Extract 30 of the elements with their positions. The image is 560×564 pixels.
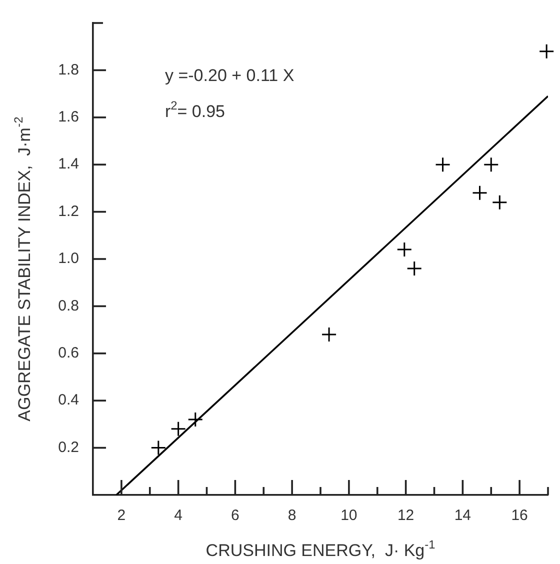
annotation: y =-0.20 + 0.11 X (165, 66, 294, 85)
point (492, 194, 508, 210)
x-tick-label: 10 (340, 507, 358, 524)
x-tick-label: 4 (174, 507, 182, 524)
point (321, 326, 337, 342)
point (170, 421, 186, 437)
x-tick-label: 8 (288, 507, 296, 524)
y-tick-label: 0.2 (58, 438, 79, 456)
y-tick-label: 0.6 (58, 344, 79, 362)
point (406, 260, 422, 276)
point (396, 242, 412, 258)
x-tick-label: 16 (511, 507, 528, 524)
y-tick-label: 1.8 (58, 61, 79, 78)
point (472, 185, 488, 201)
x-tick-label: 12 (397, 507, 414, 524)
x-tick-label: 2 (117, 507, 126, 524)
point (150, 440, 166, 456)
point (435, 156, 451, 172)
y-tick-label: 0.8 (58, 297, 79, 314)
point (483, 156, 499, 172)
point (538, 44, 554, 60)
y-tick-label: 1.4 (58, 156, 79, 173)
y-axis-title: AGGREGATE STABILITY INDEX, J·m-2 (11, 116, 34, 422)
y-tick-label: 1.2 (58, 202, 79, 220)
y-tick-label: 1.6 (58, 108, 79, 126)
y-tick-label: 1.0 (58, 250, 79, 268)
x-tick-label: 6 (231, 507, 240, 524)
y-tick-label: 0.4 (58, 392, 79, 409)
x-tick-label: 14 (454, 507, 472, 524)
point (188, 412, 204, 428)
